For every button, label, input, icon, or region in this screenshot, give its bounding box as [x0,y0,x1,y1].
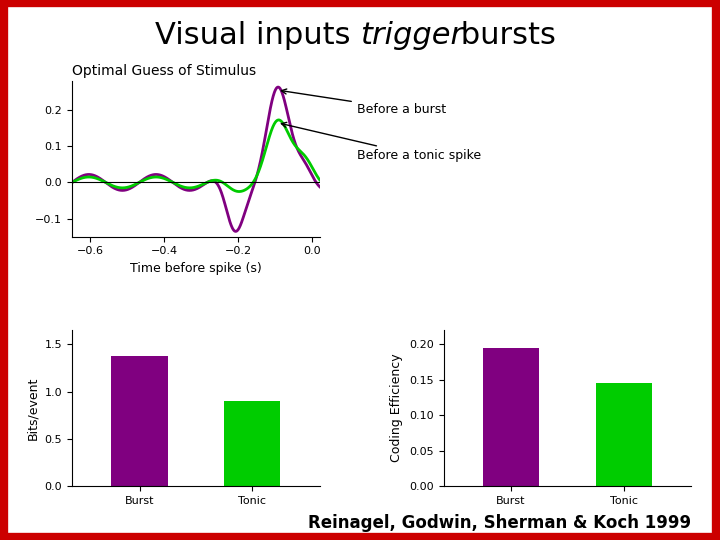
Bar [112,356,168,486]
Y-axis label: Coding Efficiency: Coding Efficiency [390,354,403,462]
X-axis label: Time before spike (s): Time before spike (s) [130,262,261,275]
Text: Reinagel, Godwin, Sherman & Koch 1999: Reinagel, Godwin, Sherman & Koch 1999 [308,514,691,532]
Bar [224,401,280,486]
Bar [595,383,652,486]
Text: Before a tonic spike: Before a tonic spike [282,123,481,162]
Text: Visual inputs: Visual inputs [155,21,360,50]
Bar [483,348,539,486]
Text: Before a burst: Before a burst [282,89,446,116]
Y-axis label: Bits/event: Bits/event [26,376,39,440]
Text: bursts: bursts [451,21,556,50]
Text: trigger: trigger [360,21,463,50]
Text: Optimal Guess of Stimulus: Optimal Guess of Stimulus [72,64,256,78]
